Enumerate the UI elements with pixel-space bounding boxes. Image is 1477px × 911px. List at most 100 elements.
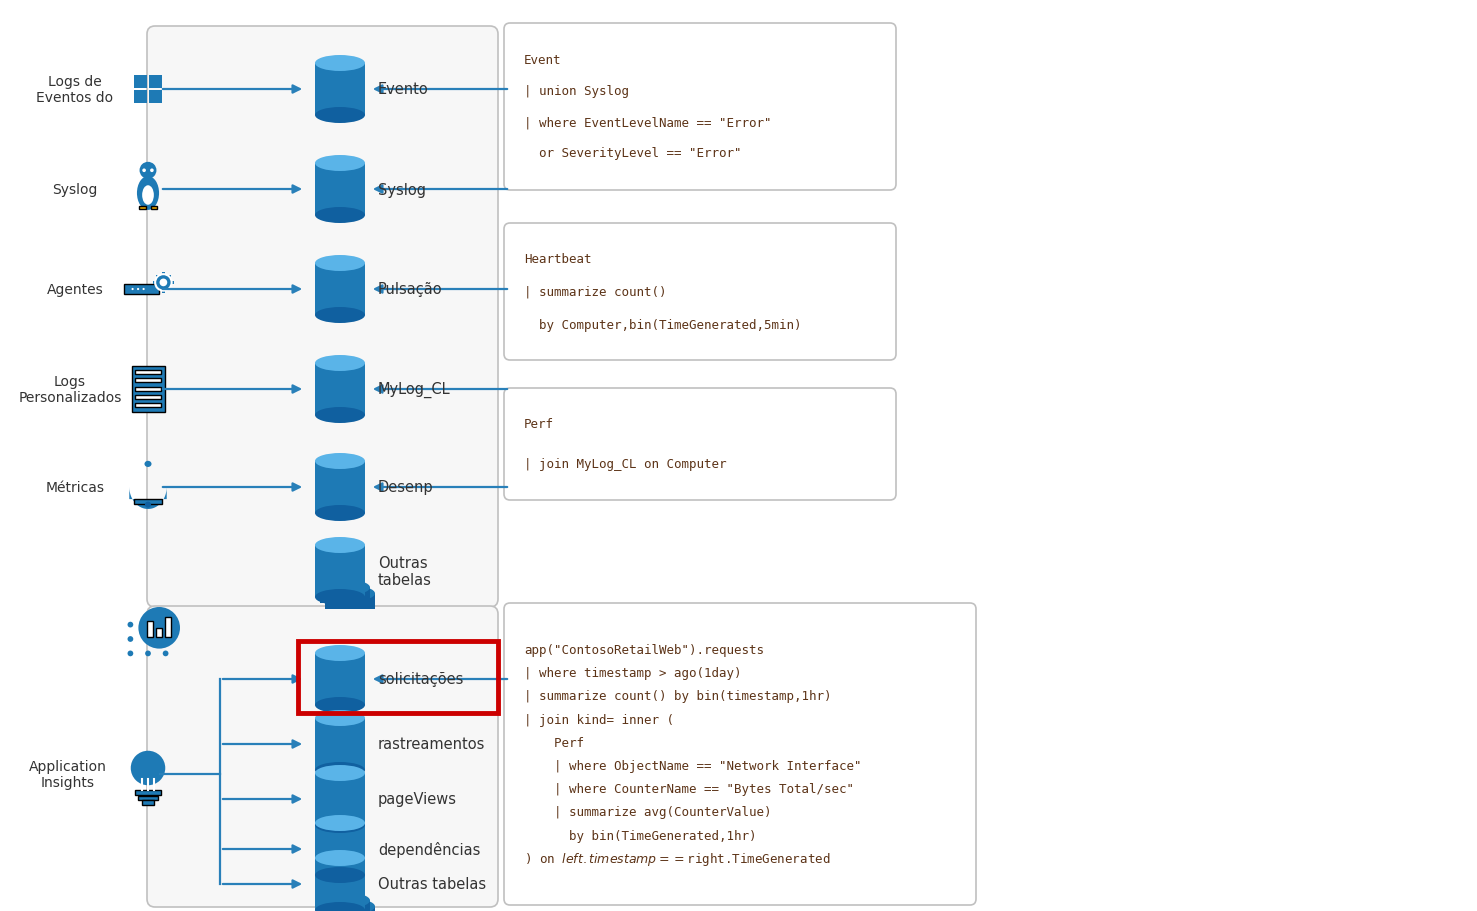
Ellipse shape	[315, 711, 365, 726]
Polygon shape	[315, 546, 365, 598]
Ellipse shape	[315, 208, 365, 224]
Text: Perf: Perf	[524, 418, 554, 431]
Text: | where ObjectName == "Network Interface": | where ObjectName == "Network Interface…	[524, 759, 861, 773]
Bar	[162, 272, 165, 276]
Ellipse shape	[315, 589, 365, 605]
FancyBboxPatch shape	[504, 603, 976, 905]
FancyBboxPatch shape	[148, 27, 498, 608]
Ellipse shape	[315, 355, 365, 372]
FancyBboxPatch shape	[504, 24, 897, 190]
Text: Desenp: Desenp	[378, 480, 434, 495]
Ellipse shape	[162, 637, 168, 642]
Text: Outras tabelas: Outras tabelas	[378, 876, 486, 892]
Text: Agentes: Agentes	[47, 282, 103, 297]
Polygon shape	[321, 900, 371, 911]
Text: | summarize avg(CounterValue): | summarize avg(CounterValue)	[524, 805, 771, 819]
Ellipse shape	[315, 407, 365, 424]
Bar	[168, 288, 171, 291]
Text: Evento: Evento	[378, 82, 428, 97]
Polygon shape	[315, 718, 365, 770]
Text: Logs
Personalizados: Logs Personalizados	[18, 374, 121, 404]
Polygon shape	[325, 594, 375, 609]
FancyBboxPatch shape	[134, 499, 162, 505]
Ellipse shape	[139, 163, 157, 179]
Text: dependências: dependências	[378, 841, 480, 857]
Ellipse shape	[315, 645, 365, 661]
Bar	[134, 91, 148, 104]
Ellipse shape	[155, 275, 171, 292]
Text: by bin(TimeGenerated,1hr): by bin(TimeGenerated,1hr)	[524, 829, 756, 842]
Ellipse shape	[131, 751, 165, 785]
Polygon shape	[130, 487, 167, 509]
FancyBboxPatch shape	[151, 207, 157, 210]
Ellipse shape	[127, 650, 133, 657]
Polygon shape	[315, 462, 365, 514]
Ellipse shape	[160, 280, 167, 287]
Text: MyLog_CL: MyLog_CL	[378, 382, 450, 398]
FancyBboxPatch shape	[136, 387, 161, 391]
Ellipse shape	[137, 177, 160, 210]
Polygon shape	[315, 858, 365, 910]
Ellipse shape	[131, 289, 134, 291]
Text: ) on $left.timestamp == $right.TimeGenerated: ) on $left.timestamp == $right.TimeGener…	[524, 850, 830, 867]
Polygon shape	[321, 588, 371, 603]
Ellipse shape	[145, 650, 151, 657]
Text: Syslog: Syslog	[378, 182, 425, 198]
Text: Logs de
Eventos do: Logs de Eventos do	[37, 75, 114, 105]
Ellipse shape	[315, 256, 365, 271]
Bar	[171, 281, 174, 284]
Ellipse shape	[139, 608, 180, 649]
Ellipse shape	[315, 56, 365, 72]
Ellipse shape	[315, 850, 365, 866]
Polygon shape	[325, 906, 375, 911]
Text: pageViews: pageViews	[378, 792, 456, 806]
FancyBboxPatch shape	[136, 404, 161, 407]
Bar	[149, 76, 162, 89]
Text: | where EventLevelName == "Error": | where EventLevelName == "Error"	[524, 117, 771, 129]
Ellipse shape	[321, 893, 371, 908]
FancyBboxPatch shape	[148, 607, 498, 907]
Ellipse shape	[315, 506, 365, 521]
Ellipse shape	[142, 289, 145, 291]
Text: | where CounterName == "Bytes Total/sec": | where CounterName == "Bytes Total/sec"	[524, 783, 854, 795]
Text: Event: Event	[524, 55, 561, 67]
Bar	[162, 291, 165, 293]
Ellipse shape	[315, 156, 365, 172]
Text: | summarize count(): | summarize count()	[524, 286, 666, 299]
Polygon shape	[315, 824, 365, 875]
Text: by Computer,bin(TimeGenerated,5min): by Computer,bin(TimeGenerated,5min)	[524, 319, 802, 332]
Text: app("ContosoRetailWeb").requests: app("ContosoRetailWeb").requests	[524, 643, 764, 657]
Ellipse shape	[315, 537, 365, 553]
Bar	[155, 288, 158, 291]
FancyBboxPatch shape	[142, 801, 154, 804]
Ellipse shape	[315, 902, 365, 911]
Ellipse shape	[145, 502, 151, 508]
Polygon shape	[315, 363, 365, 415]
Bar	[154, 281, 157, 284]
Text: Outras
tabelas: Outras tabelas	[378, 555, 431, 588]
Bar	[155, 275, 158, 279]
Ellipse shape	[315, 817, 365, 833]
FancyBboxPatch shape	[148, 621, 154, 638]
FancyBboxPatch shape	[504, 389, 897, 500]
FancyBboxPatch shape	[139, 795, 158, 800]
FancyBboxPatch shape	[131, 366, 164, 413]
FancyBboxPatch shape	[165, 617, 171, 638]
Text: | where timestamp > ago(1day): | where timestamp > ago(1day)	[524, 667, 741, 680]
Ellipse shape	[315, 815, 365, 831]
Ellipse shape	[151, 169, 154, 173]
Ellipse shape	[142, 186, 154, 206]
Text: rastreamentos: rastreamentos	[378, 737, 486, 752]
Text: Application
Insights: Application Insights	[30, 759, 106, 789]
Text: Syslog: Syslog	[52, 183, 97, 197]
Ellipse shape	[127, 637, 133, 642]
Ellipse shape	[321, 579, 371, 596]
FancyBboxPatch shape	[139, 207, 146, 210]
Ellipse shape	[145, 461, 152, 467]
Ellipse shape	[325, 898, 375, 911]
Text: Heartbeat: Heartbeat	[524, 252, 591, 265]
Ellipse shape	[162, 622, 168, 628]
FancyBboxPatch shape	[136, 791, 161, 794]
Ellipse shape	[315, 697, 365, 713]
Polygon shape	[315, 653, 365, 705]
